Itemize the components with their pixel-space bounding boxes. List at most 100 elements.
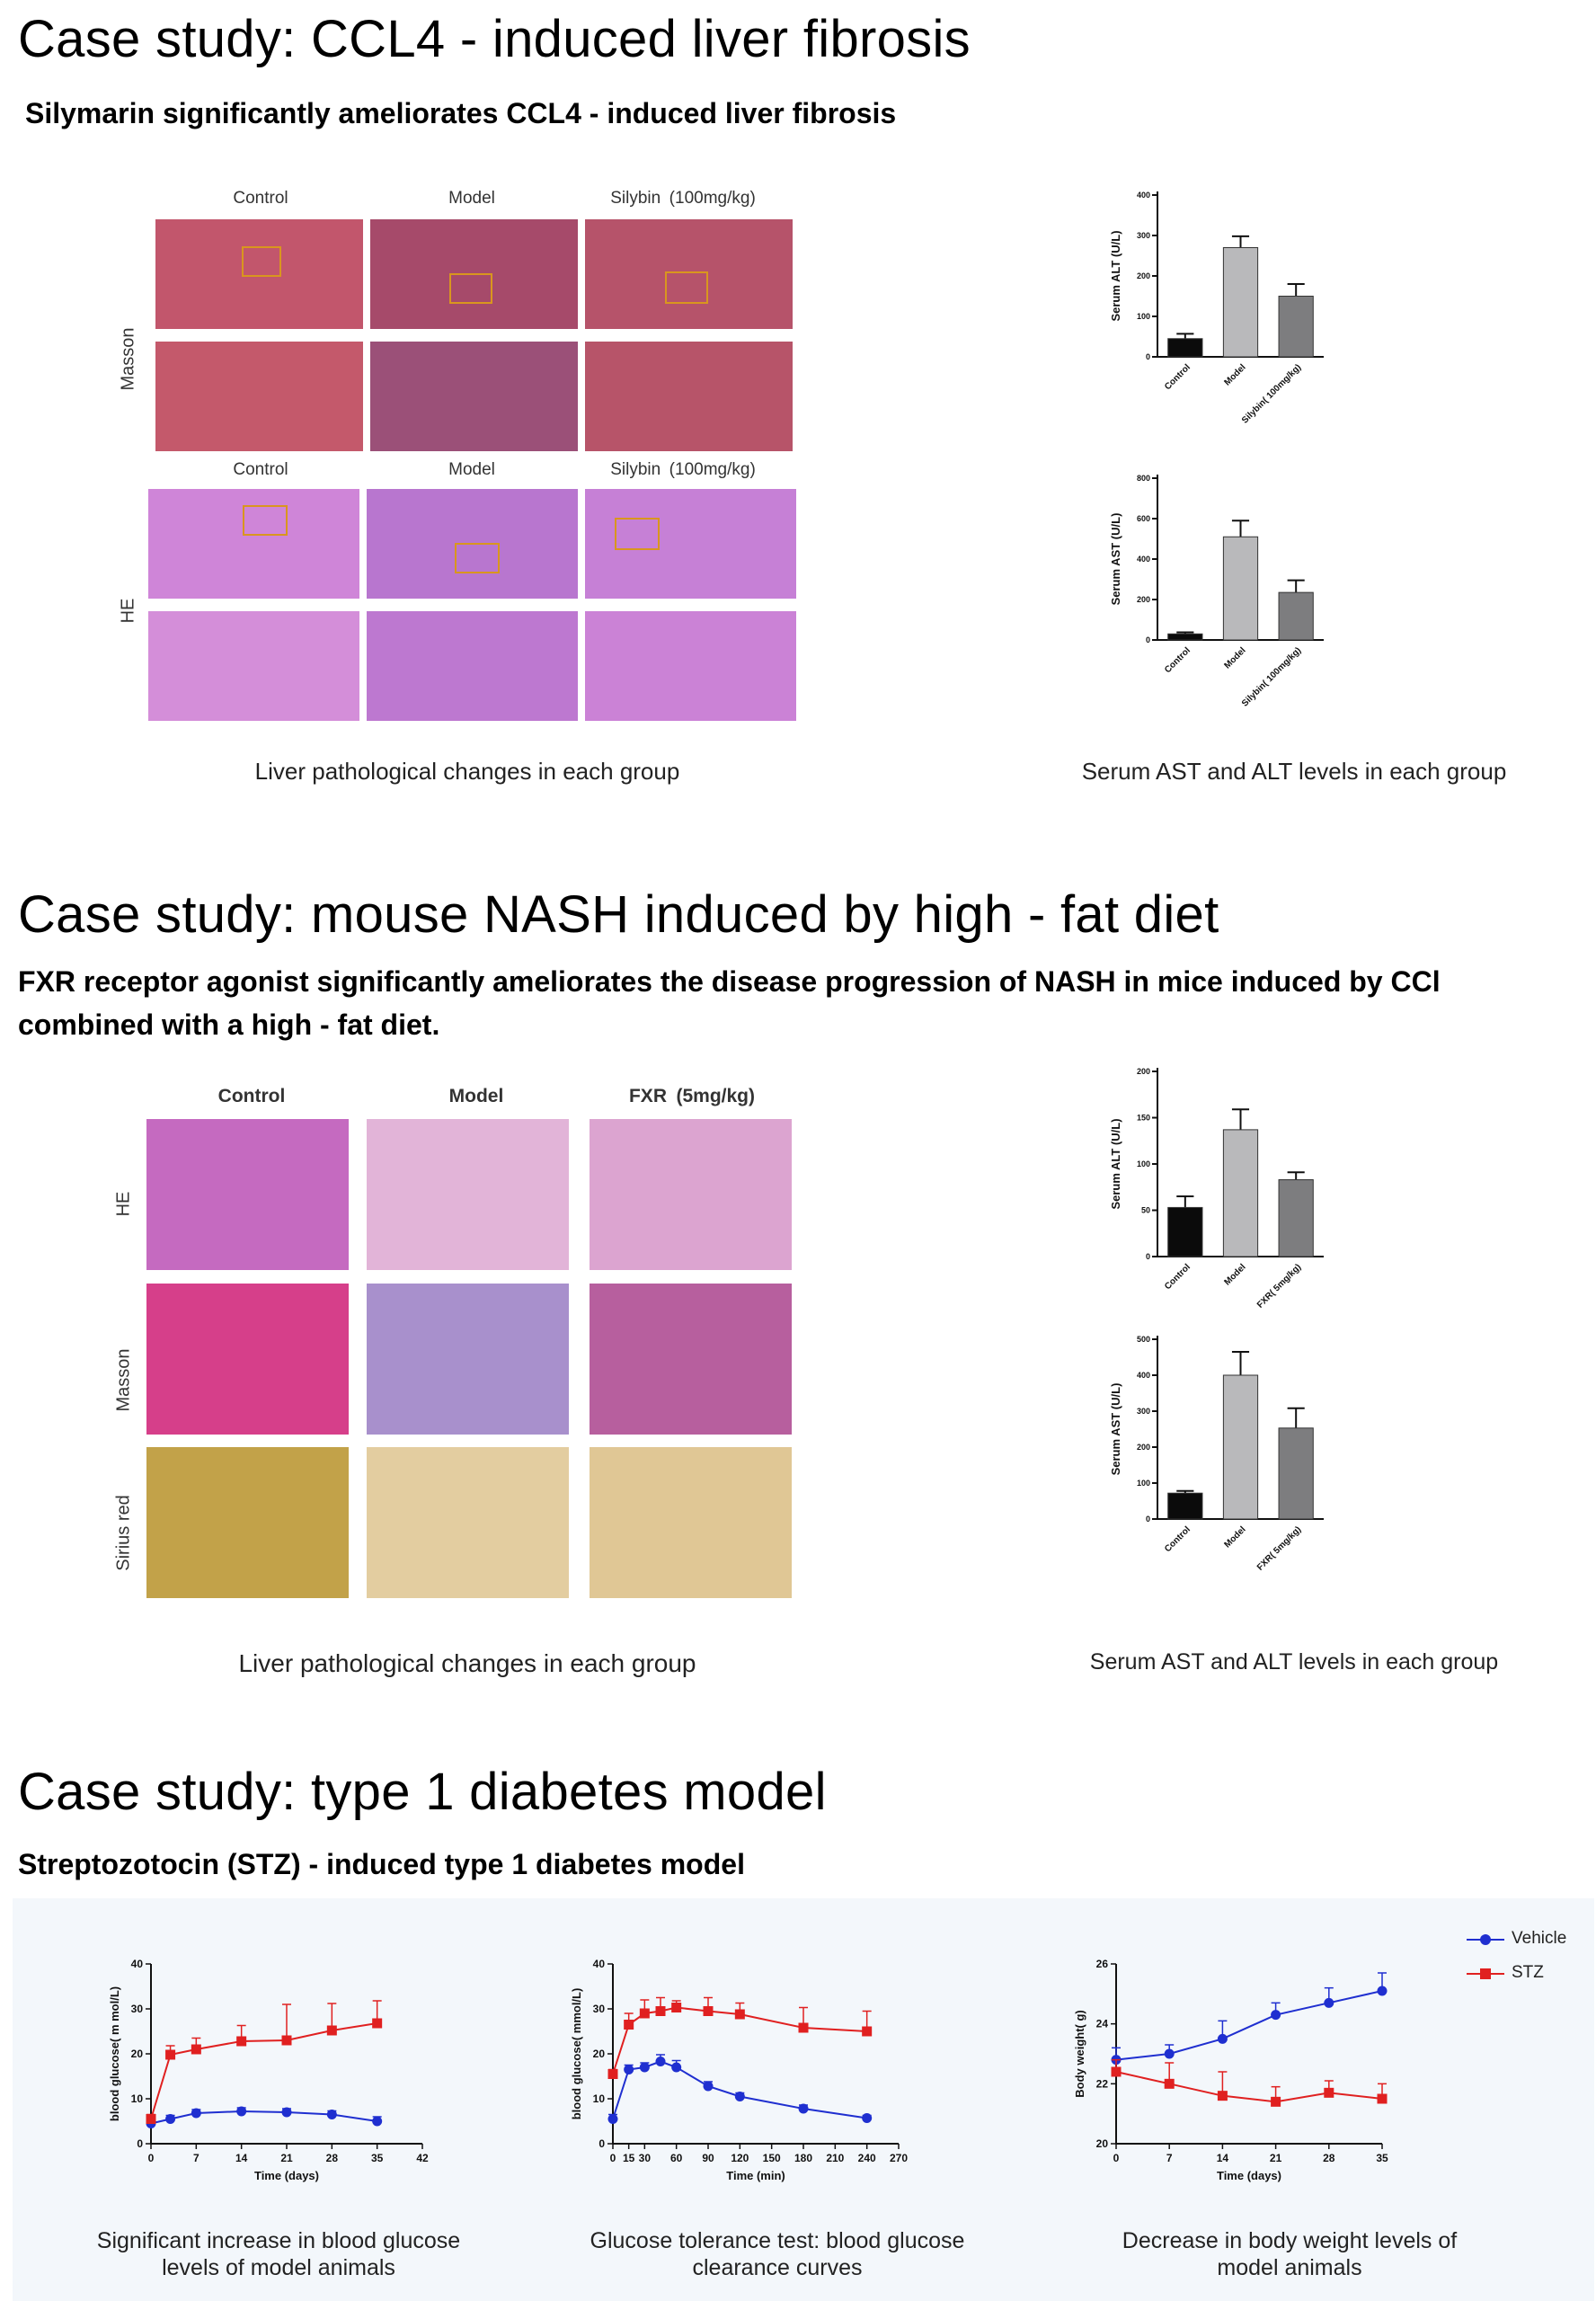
- data-point-stz: [1271, 2096, 1281, 2107]
- y-axis-label: Serum AST (U/L): [1109, 513, 1122, 606]
- y-tick-label: 400: [1137, 191, 1150, 200]
- series-line-vehicle: [1115, 1990, 1383, 2061]
- y-tick-label: 0: [1146, 1515, 1150, 1524]
- section3-subtitle: Streptozotocin (STZ) - induced type 1 di…: [18, 1848, 745, 1880]
- bar: [1278, 591, 1314, 641]
- row-label-sirius-red: Sirius red: [113, 1495, 134, 1571]
- y-tick-label: 400: [1137, 1371, 1150, 1380]
- x-tick-label: 0: [610, 2152, 616, 2164]
- data-point-stz: [607, 2069, 618, 2079]
- bar-chart-alt-nash: 0 50 100 150 200 Serum ALT (U/L) Control Model F…: [1109, 1067, 1324, 1310]
- section2-subtitle: FXR receptor agonist significantly ameli…: [18, 965, 1441, 1041]
- x-tick-label: FXR( 5mg/kg): [1255, 1262, 1303, 1310]
- series-line-stz: [1115, 2071, 1383, 2103]
- data-point-stz: [734, 2009, 745, 2020]
- data-point-vehicle: [655, 2057, 666, 2066]
- column-label-control: Control: [217, 1086, 286, 1106]
- x-tick-label: 35: [1376, 2152, 1388, 2164]
- caption-glucose-tolerance: Glucose tolerance test: blood glucose cl…: [548, 2227, 1006, 2281]
- x-tick-label: Model: [1222, 1262, 1247, 1287]
- y-axis-label: Serum ALT (U/L): [1109, 230, 1122, 321]
- bar-chart-alt-ccl4: 0 100 200 300 400 Serum ALT (U/L) Control Model…: [1109, 191, 1324, 426]
- series-line-vehicle: [150, 2110, 377, 2125]
- y-tick-label: 0: [1146, 1252, 1150, 1261]
- data-point-vehicle: [1324, 1997, 1334, 2008]
- y-tick-label: 50: [1141, 1206, 1150, 1215]
- row-label-masson: Masson: [118, 327, 138, 391]
- x-tick-label: 270: [890, 2152, 908, 2164]
- zoom-box: [615, 518, 660, 550]
- micrograph-masson-fxr: [590, 1284, 792, 1435]
- column-label-fxr: FXR (5mg/kg): [628, 1086, 755, 1106]
- y-tick-label: 200: [1137, 1443, 1150, 1452]
- row-label-he: HE: [113, 1191, 134, 1217]
- y-axis-label: Body weight( g): [1073, 2010, 1086, 2098]
- x-tick-label: 60: [670, 2152, 683, 2164]
- x-tick-label: 28: [326, 2152, 339, 2164]
- x-tick-label: Control: [1163, 362, 1193, 392]
- data-point-stz: [165, 2049, 176, 2060]
- line-chart-glucose-tolerance: 0 10 20 30 40 0 15 30 60 90 120 150 180 210 240 270 Time…: [570, 1958, 908, 2182]
- series-line-vehicle: [612, 2060, 867, 2119]
- column-label-model: Model: [448, 189, 495, 208]
- x-tick-label: 0: [1113, 2152, 1120, 2164]
- x-tick-label: 28: [1323, 2152, 1335, 2164]
- caption-line: Significant increase in blood glucose: [96, 2228, 461, 2253]
- data-point-stz: [862, 2026, 873, 2037]
- x-tick-label: 42: [416, 2152, 429, 2164]
- caption-serum-levels-2: Serum AST and ALT levels in each group: [1089, 1649, 1499, 1675]
- y-axis-label: Serum AST (U/L): [1109, 1383, 1122, 1476]
- x-tick-label: 150: [763, 2152, 781, 2164]
- bar: [1222, 247, 1259, 358]
- x-tick-label: 120: [731, 2152, 749, 2164]
- data-point-vehicle: [862, 2113, 873, 2123]
- caption-liver-pathology-1: Liver pathological changes in each group: [254, 758, 680, 785]
- micrograph-he-silybin-overview: [585, 489, 796, 599]
- data-point-stz: [639, 2008, 650, 2019]
- bar: [1167, 338, 1203, 358]
- micrograph-he-model: [367, 1119, 569, 1270]
- bar: [1278, 1427, 1314, 1520]
- y-tick-label: 300: [1137, 231, 1150, 240]
- y-tick-label: 500: [1137, 1335, 1150, 1344]
- caption-body-weight: Decrease in body weight levels of model …: [1060, 2227, 1519, 2281]
- zoom-box: [455, 543, 500, 573]
- y-tick-label: 100: [1137, 1479, 1150, 1488]
- caption-line: clearance curves: [692, 2255, 863, 2280]
- data-point-stz: [655, 2006, 666, 2016]
- data-point-stz: [1324, 2087, 1334, 2098]
- zoom-box: [665, 271, 708, 304]
- line-chart-blood-glucose: 0 10 20 30 40 0 7 14 21 28 35 42 Time (days) blood gl…: [108, 1958, 429, 2182]
- line-chart-body-weight: 20 22 24 26 0 7 14 21 28 35 Time (days) Body weight…: [1073, 1958, 1388, 2182]
- bar: [1167, 1206, 1203, 1257]
- micrograph-sirius-fxr: [590, 1447, 792, 1598]
- x-tick-label: 14: [1217, 2152, 1229, 2164]
- data-point-stz: [281, 2035, 292, 2046]
- legend-vehicle-label: Vehicle: [1512, 1929, 1567, 1948]
- micrograph-he-model-zoom: [367, 611, 578, 721]
- y-tick-label: 400: [1137, 555, 1150, 564]
- row-label-masson: Masson: [113, 1348, 134, 1412]
- y-tick-label: 100: [1137, 1159, 1150, 1168]
- caption-liver-pathology-2: Liver pathological changes in each group: [238, 1649, 696, 1677]
- data-point-vehicle: [624, 2065, 634, 2074]
- caption-line: levels of model animals: [162, 2255, 395, 2280]
- y-axis-label: Serum ALT (U/L): [1109, 1118, 1122, 1209]
- column-label-silybin: Silybin (100mg/kg): [610, 189, 756, 208]
- y-tick-label: 200: [1137, 271, 1150, 280]
- x-axis-label: Time (days): [254, 2169, 319, 2182]
- data-point-vehicle: [1377, 1986, 1388, 1996]
- data-point-stz: [1111, 2066, 1122, 2077]
- data-point-stz: [624, 2020, 634, 2030]
- y-tick-label: 40: [593, 1958, 606, 1970]
- micrograph-masson-model: [367, 1284, 569, 1435]
- data-point-vehicle: [734, 2092, 745, 2101]
- x-tick-label: 35: [371, 2152, 384, 2164]
- data-point-vehicle: [703, 2081, 714, 2092]
- micrograph-masson-control: [146, 1284, 349, 1435]
- y-tick-label: 30: [131, 2003, 144, 2015]
- data-point-stz: [146, 2114, 156, 2124]
- y-tick-label: 20: [131, 2048, 144, 2060]
- y-tick-label: 200: [1137, 1067, 1150, 1076]
- micrograph-masson-silybin-zoom: [585, 342, 793, 451]
